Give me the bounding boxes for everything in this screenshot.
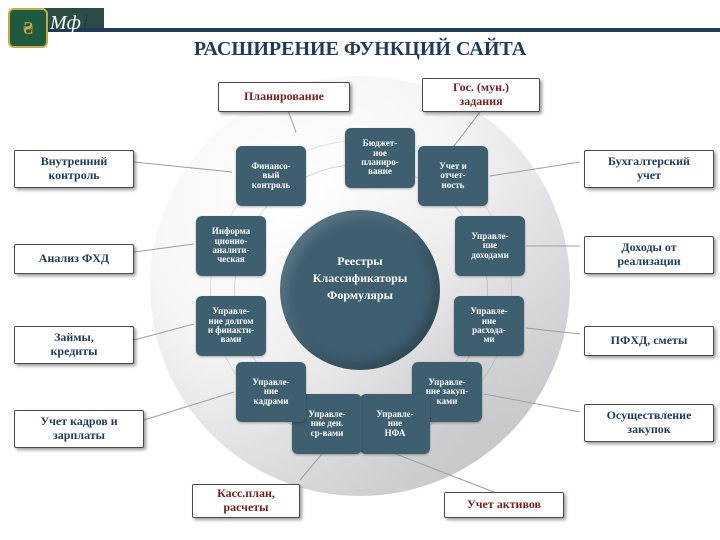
center-labels: Реестры Классификаторы Формуляры bbox=[280, 252, 440, 305]
ring-segment-3: Управле- ние расхода- ми bbox=[454, 296, 524, 356]
brand-text: Мф] bbox=[50, 12, 89, 35]
ring-segment-10: Финансо- вый контроль bbox=[236, 146, 306, 206]
side-box-6: ПФХД, сметы bbox=[584, 326, 714, 356]
center-l3: Формуляры bbox=[280, 287, 440, 303]
side-box-3: Учет кадров и зарплаты bbox=[14, 410, 144, 448]
ring-segment-9: Информа ционно- аналити- ческая bbox=[196, 216, 266, 276]
outer-box-3: Учет активов bbox=[444, 492, 564, 518]
ring-segment-1: Учет и отчет- ность bbox=[418, 146, 488, 206]
ring-segment-0: Бюджет- ное планиро- вание bbox=[345, 128, 415, 188]
center-l1: Реестры bbox=[280, 253, 440, 269]
side-box-4: Бухгалтерский учет bbox=[584, 150, 714, 188]
ring-segment-8: Управле- ние долгом и финакти- вами bbox=[196, 296, 266, 356]
brand-m: М bbox=[50, 12, 67, 34]
side-box-5: Доходы от реализации bbox=[584, 236, 714, 274]
outer-box-0: Планирование bbox=[218, 82, 350, 112]
ring-segment-2: Управле- ние доходами bbox=[455, 216, 525, 276]
side-box-7: Осуществление закупок bbox=[584, 404, 714, 442]
brand-bracket: ] bbox=[81, 12, 89, 34]
brand-f: ф bbox=[67, 12, 81, 34]
side-box-1: Анализ ФХД bbox=[14, 244, 134, 274]
ring-segment-7: Управле- ние кадрами bbox=[236, 362, 306, 422]
outer-box-1: Гос. (мун.) задания bbox=[422, 78, 540, 112]
side-box-2: Займы, кредиты bbox=[14, 326, 134, 364]
side-box-0: Внутренний контроль bbox=[14, 150, 134, 188]
ring-segment-5: Управле- ние НФА bbox=[360, 394, 430, 454]
outer-box-2: Касс.план, расчеты bbox=[192, 484, 300, 518]
page-title: РАСШИРЕНИЕ ФУНКЦИЙ САЙТА bbox=[0, 38, 720, 61]
center-l2: Классификаторы bbox=[280, 270, 440, 286]
